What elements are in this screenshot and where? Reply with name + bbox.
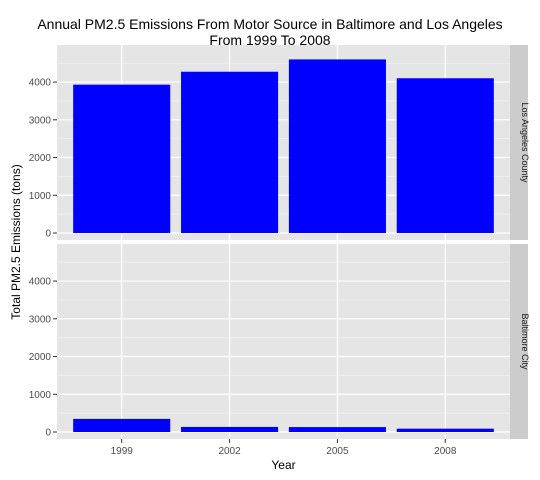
bar-baltimore-city-1999 xyxy=(73,418,171,432)
y-tick-label: 0 xyxy=(45,229,51,240)
bar-baltimore-city-2005 xyxy=(288,427,386,432)
y-tick-label: 0 xyxy=(45,428,51,439)
bar-los-angeles-county-2005 xyxy=(288,59,386,233)
y-tick-label: 4000 xyxy=(29,277,52,288)
y-tick-label: 2000 xyxy=(29,153,52,164)
y-tick-label: 3000 xyxy=(29,115,52,126)
bar-baltimore-city-2008 xyxy=(396,428,494,432)
y-tick-label: 1000 xyxy=(29,390,52,401)
x-tick-label: 2005 xyxy=(326,446,349,457)
y-axis-title: Total PM2.5 Emissions (tons) xyxy=(9,164,23,319)
y-tick-label: 1000 xyxy=(29,191,52,202)
panel-background xyxy=(57,244,510,439)
chart-subtitle: From 1999 To 2008 xyxy=(209,32,331,48)
y-tick-label: 2000 xyxy=(29,352,52,363)
x-axis-title: Year xyxy=(271,458,295,472)
x-tick-label: 2008 xyxy=(434,446,457,457)
facet-strip-label: Baltimore City xyxy=(520,313,530,370)
y-tick-label: 4000 xyxy=(29,78,52,89)
facet-strip-label: Los Angeles County xyxy=(520,102,530,183)
facet-strip xyxy=(510,244,528,439)
bar-los-angeles-county-2002 xyxy=(181,71,279,233)
chart-title: Annual PM2.5 Emissions From Motor Source… xyxy=(37,16,503,32)
bar-los-angeles-county-2008 xyxy=(396,78,494,234)
bar-los-angeles-county-1999 xyxy=(73,84,171,234)
y-tick-label: 3000 xyxy=(29,314,52,325)
x-tick-label: 1999 xyxy=(111,446,134,457)
facet-strip xyxy=(510,45,528,240)
x-tick-label: 2002 xyxy=(218,446,241,457)
bar-baltimore-city-2002 xyxy=(181,426,279,432)
